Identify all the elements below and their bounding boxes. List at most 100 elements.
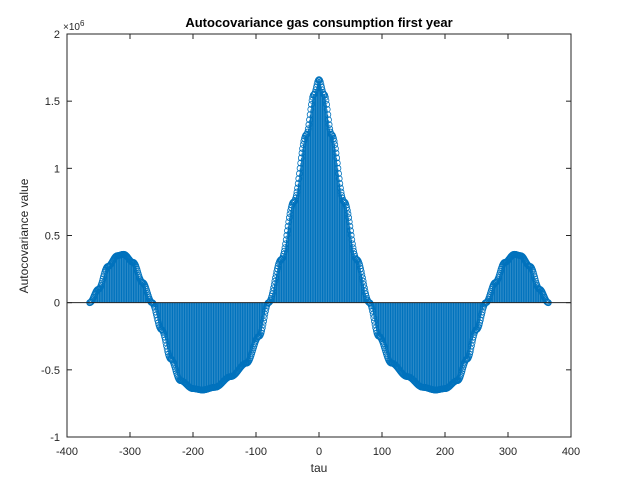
stem-marker	[357, 268, 365, 275]
stem-marker	[320, 90, 327, 98]
stem-marker	[371, 317, 378, 325]
stem-marker	[299, 145, 307, 152]
y-axis-label: Autocovariance value	[17, 178, 31, 293]
stem-marker	[297, 154, 305, 162]
stem-marker	[345, 214, 353, 222]
stem-marker	[328, 131, 336, 139]
stem-marker	[285, 218, 293, 226]
stem-marker	[270, 281, 278, 288]
stem-marker	[369, 307, 376, 315]
stem-marker	[292, 194, 300, 202]
stem-marker	[543, 298, 551, 306]
stem-marker	[270, 284, 278, 292]
stem-marker	[527, 263, 535, 271]
x-tick-label: -300	[119, 446, 141, 458]
stem-marker	[153, 314, 161, 321]
stem-marker	[372, 324, 380, 332]
y-exponent-label: ×106	[63, 19, 85, 33]
stem-marker	[331, 141, 339, 148]
x-tick-label: 0	[316, 446, 322, 458]
stem-marker	[469, 333, 477, 341]
stem-marker	[469, 336, 477, 344]
chart-title: Autocovariance gas consumption first yea…	[185, 15, 452, 30]
y-tick-label: -1	[50, 432, 60, 444]
stem-marker	[258, 324, 266, 332]
stem-marker	[335, 170, 342, 177]
stem-marker	[269, 287, 277, 295]
stem-marker	[296, 164, 304, 172]
stem-marker	[294, 180, 302, 187]
stem-marker	[321, 93, 329, 101]
stem-marker	[284, 227, 291, 235]
stem-marker	[95, 285, 103, 293]
stem-marker	[287, 206, 295, 214]
stem-marker	[337, 188, 345, 196]
stem-marker	[466, 350, 473, 358]
stem-marker	[160, 331, 168, 338]
stem-marker	[325, 116, 332, 124]
stem-marker	[163, 345, 171, 353]
stem-markers	[86, 76, 552, 394]
stem-marker	[307, 105, 315, 113]
stem-marker	[308, 101, 315, 108]
stem-marker	[306, 116, 313, 124]
stem-marker	[376, 333, 383, 340]
stem-marker	[332, 149, 340, 157]
stem-marker	[359, 277, 367, 285]
y-axis-ticks: -1 -0.5 0 0.5 1 1.5 2	[41, 29, 571, 444]
stem-marker	[282, 236, 290, 244]
x-tick-label: 300	[499, 446, 517, 458]
stem-marker	[293, 188, 301, 196]
x-tick-label: 100	[373, 446, 391, 458]
stem-marker	[298, 149, 306, 157]
stem-marker	[299, 141, 307, 148]
stem-marker	[304, 128, 312, 136]
stem-marker	[292, 192, 300, 199]
stem-marker	[285, 214, 293, 222]
stem-marker	[344, 210, 352, 218]
stem-marker	[354, 256, 361, 264]
stem-marker	[347, 231, 355, 239]
stem-marker	[323, 101, 330, 108]
y-tick-label: 2	[54, 29, 60, 41]
stem-marker	[280, 250, 288, 258]
stem-marker	[282, 240, 290, 248]
stem-marker	[349, 244, 357, 252]
stem-marker	[331, 145, 339, 152]
stem-marker	[308, 96, 316, 104]
y-tick-label: -0.5	[41, 365, 60, 377]
stem-marker	[362, 290, 370, 298]
x-tick-label: -400	[56, 446, 78, 458]
stem-marker	[296, 170, 303, 177]
stem-marker	[337, 184, 344, 192]
stem-marker	[304, 125, 312, 133]
stem-marker	[326, 125, 334, 133]
stem-marker	[335, 175, 343, 183]
stem-marker	[324, 111, 332, 118]
x-tick-label: -100	[245, 446, 267, 458]
stem-marker	[280, 247, 288, 255]
stem-marker	[336, 180, 344, 187]
stem-marker	[369, 310, 377, 318]
stem-marker	[476, 319, 484, 327]
stem-marker	[350, 247, 358, 255]
stem-marker	[262, 307, 269, 315]
stem-marker	[283, 231, 291, 239]
stem-marker	[346, 222, 354, 230]
stem-marker	[358, 271, 366, 278]
stem-marker	[330, 135, 337, 142]
stem-marker	[543, 297, 550, 305]
x-axis-label: tau	[311, 461, 328, 475]
stem-marker	[318, 83, 325, 91]
stem-marker	[343, 204, 351, 211]
stem-marker	[164, 348, 172, 356]
x-axis-ticks: -400 -300 -200 -100 0 100 200 300 400	[56, 34, 580, 458]
stem-marker	[154, 316, 162, 324]
stem-marker	[322, 96, 330, 104]
stem-marker	[284, 222, 292, 230]
stem-marker	[345, 218, 353, 226]
stem-marker	[478, 311, 485, 319]
stem-marker	[243, 359, 251, 367]
stem-marker	[323, 105, 331, 113]
